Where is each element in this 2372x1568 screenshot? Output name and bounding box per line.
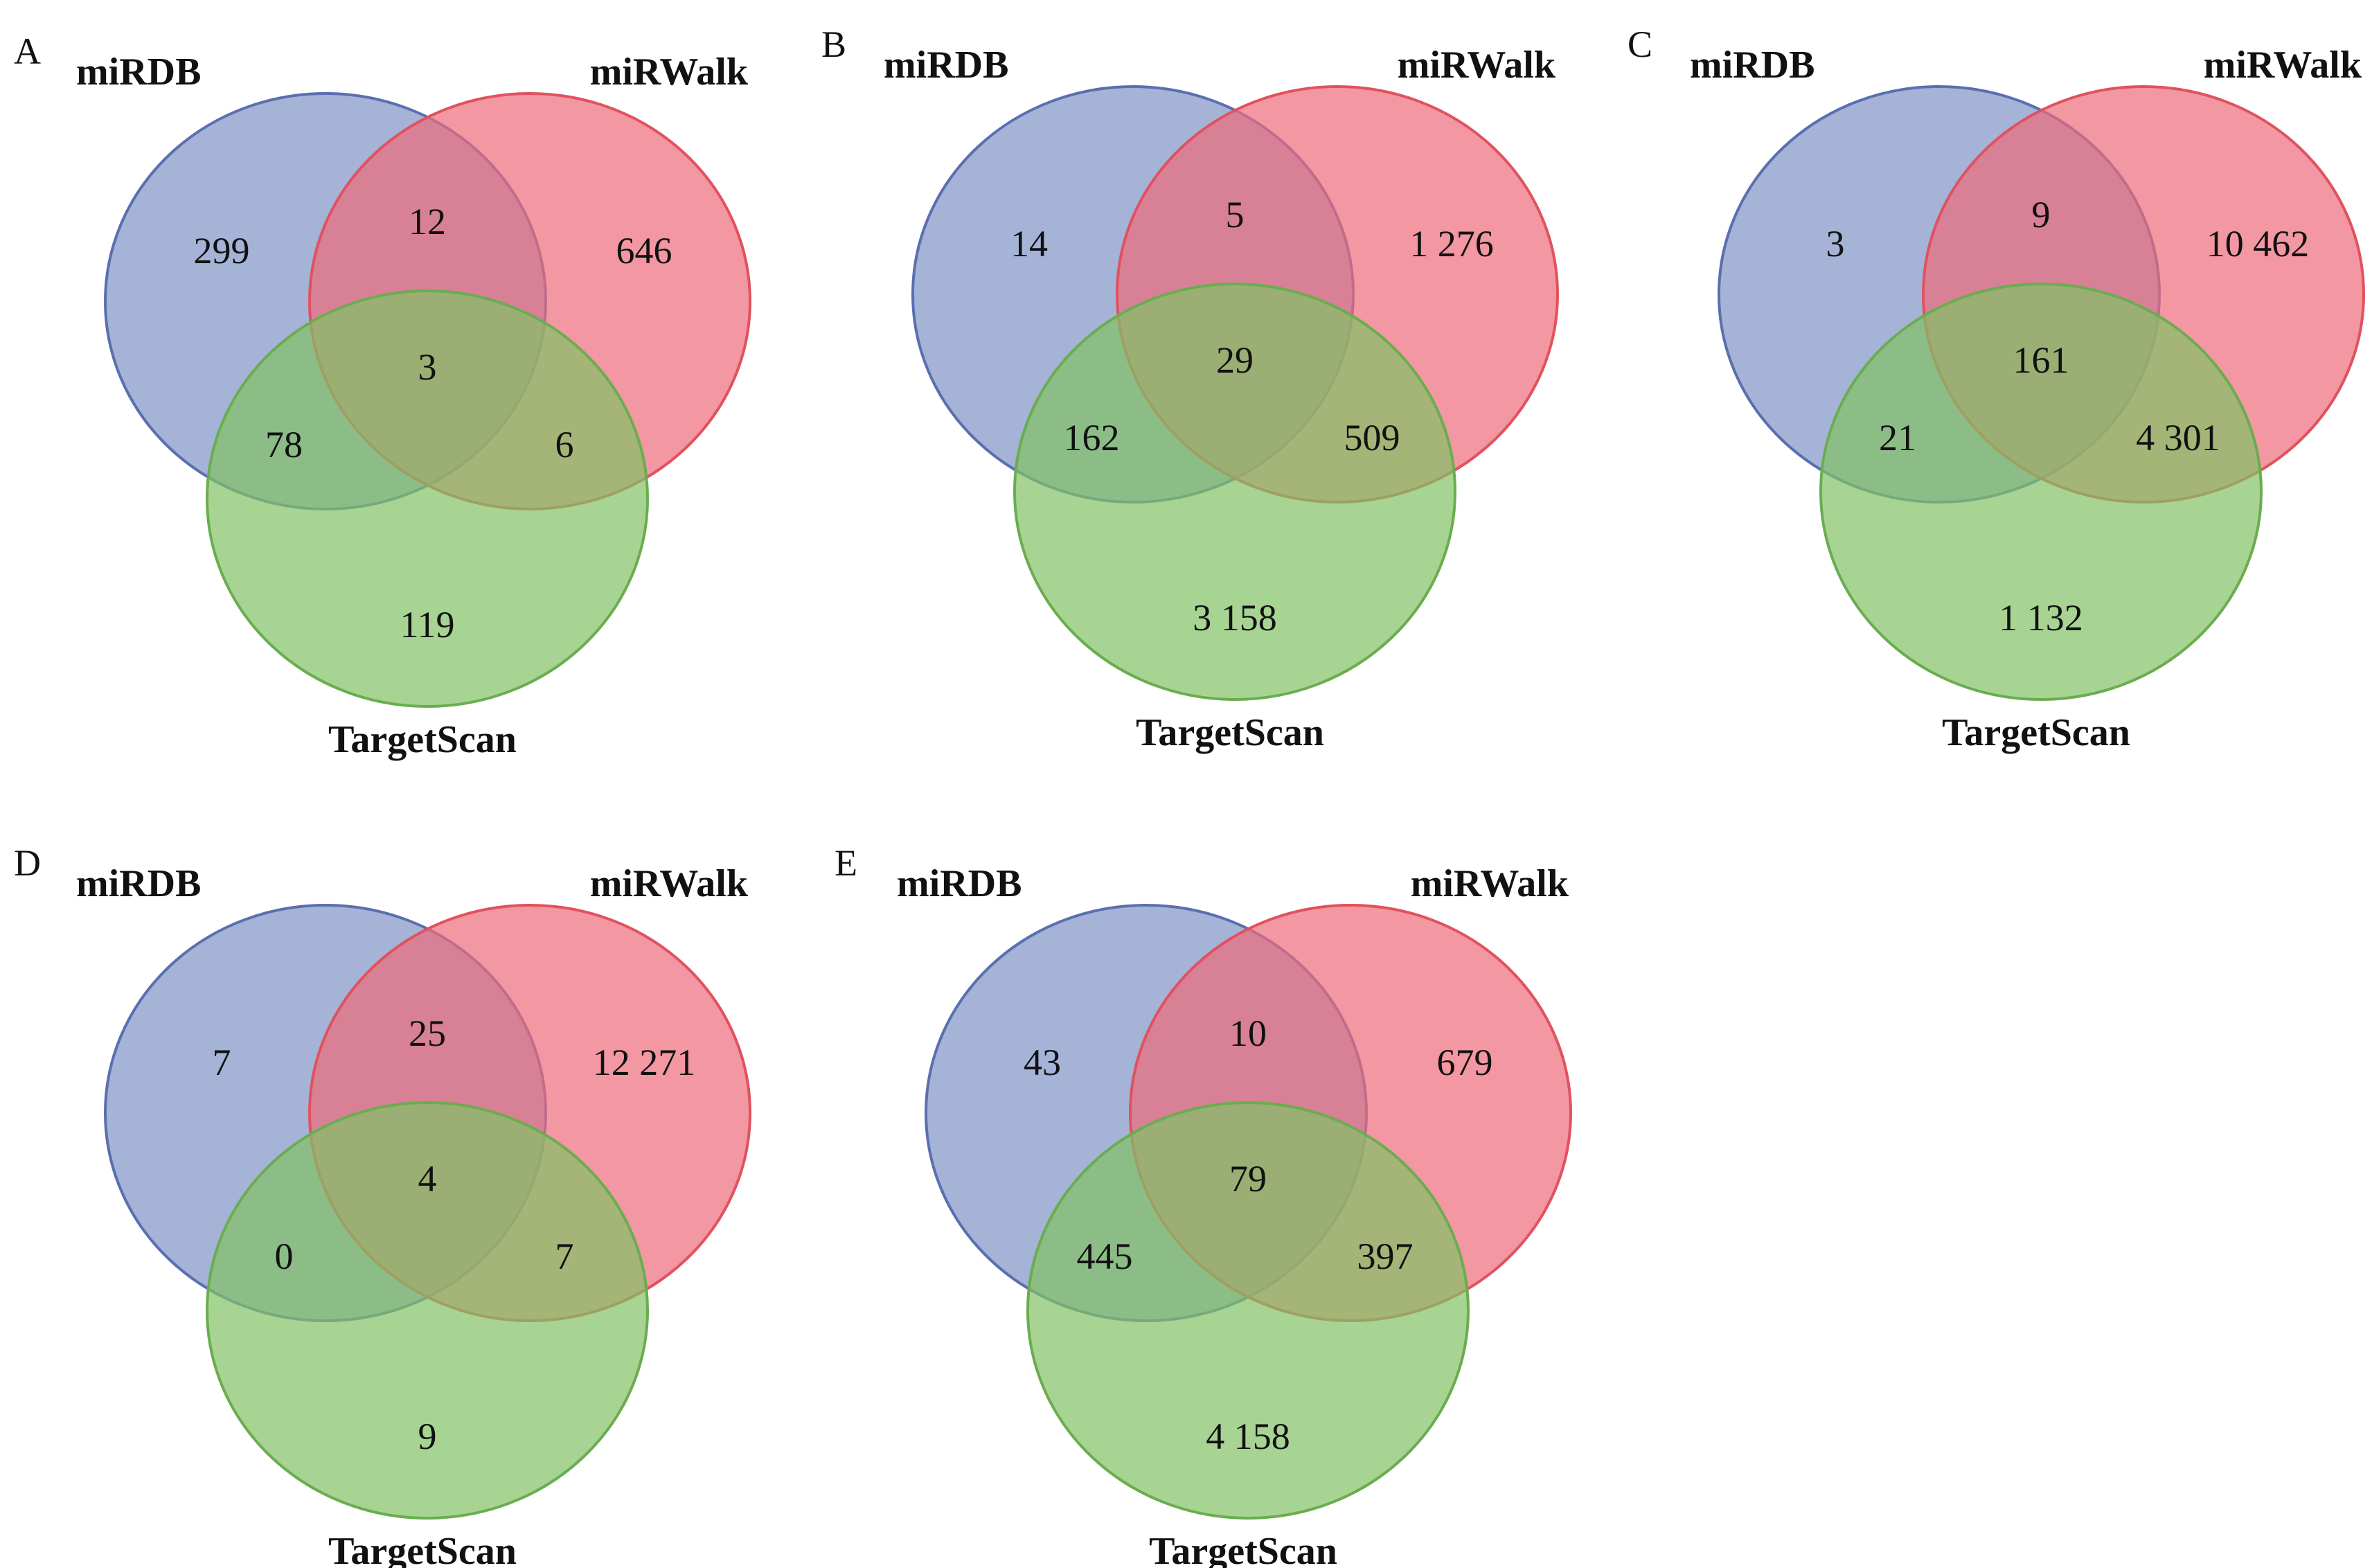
count-mirwalk-targetscan: 509 bbox=[1344, 417, 1400, 458]
count-mirwalk-only: 1 276 bbox=[1409, 223, 1494, 265]
count-mirwalk-targetscan: 7 bbox=[555, 1236, 574, 1277]
count-mirwalk-only: 646 bbox=[616, 230, 672, 271]
mirwalk-label: miRWalk bbox=[590, 862, 749, 905]
count-mirwalk-targetscan: 6 bbox=[555, 424, 574, 465]
count-mirdb-only: 7 bbox=[213, 1042, 231, 1083]
targetscan-label: TargetScan bbox=[1149, 1530, 1337, 1568]
count-all-three: 161 bbox=[2013, 339, 2069, 381]
panel-letter: D bbox=[14, 842, 41, 884]
count-mirdb-mirwalk: 25 bbox=[409, 1013, 446, 1054]
panel-letter: C bbox=[1628, 24, 1652, 65]
count-mirdb-targetscan: 78 bbox=[265, 424, 303, 465]
count-mirdb-mirwalk: 9 bbox=[2032, 194, 2051, 235]
count-mirdb-targetscan: 162 bbox=[1064, 417, 1120, 458]
count-all-three: 29 bbox=[1216, 339, 1254, 381]
count-mirwalk-targetscan: 4 301 bbox=[2136, 417, 2220, 458]
count-all-three: 3 bbox=[418, 346, 437, 388]
count-targetscan-only: 119 bbox=[400, 604, 455, 645]
count-targetscan-only: 3 158 bbox=[1193, 597, 1277, 639]
panel-letter: A bbox=[14, 30, 41, 72]
count-mirdb-targetscan: 445 bbox=[1077, 1236, 1133, 1277]
count-mirdb-mirwalk: 5 bbox=[1226, 194, 1245, 235]
count-mirwalk-only: 12 271 bbox=[593, 1042, 696, 1083]
targetscan-set-circle bbox=[1026, 1101, 1470, 1520]
mirdb-label: miRDB bbox=[76, 51, 201, 93]
targetscan-set-circle bbox=[1013, 283, 1456, 701]
mirwalk-label: miRWalk bbox=[1398, 44, 1556, 87]
targetscan-set-circle bbox=[206, 289, 649, 708]
count-mirwalk-only: 679 bbox=[1437, 1042, 1493, 1083]
mirwalk-label: miRWalk bbox=[590, 51, 749, 93]
targetscan-label: TargetScan bbox=[328, 1530, 517, 1568]
mirdb-label: miRDB bbox=[1690, 44, 1814, 87]
count-mirdb-only: 14 bbox=[1010, 223, 1048, 265]
panel-letter: E bbox=[835, 842, 857, 884]
targetscan-set-circle bbox=[1819, 283, 2263, 701]
count-mirdb-targetscan: 0 bbox=[275, 1236, 294, 1277]
count-mirwalk-targetscan: 397 bbox=[1357, 1236, 1414, 1277]
count-mirdb-targetscan: 21 bbox=[1879, 417, 1916, 458]
count-targetscan-only: 4 158 bbox=[1206, 1416, 1290, 1457]
targetscan-label: TargetScan bbox=[1942, 711, 2130, 754]
count-all-three: 79 bbox=[1229, 1158, 1267, 1200]
count-mirdb-mirwalk: 12 bbox=[409, 201, 446, 242]
targetscan-set-circle bbox=[206, 1101, 649, 1520]
targetscan-label: TargetScan bbox=[1136, 711, 1324, 754]
count-mirdb-only: 43 bbox=[1024, 1042, 1061, 1083]
count-targetscan-only: 9 bbox=[418, 1416, 437, 1457]
count-mirdb-only: 299 bbox=[194, 230, 250, 271]
count-mirdb-only: 3 bbox=[1826, 223, 1845, 265]
count-mirwalk-only: 10 462 bbox=[2206, 223, 2310, 265]
targetscan-label: TargetScan bbox=[328, 718, 517, 761]
count-all-three: 4 bbox=[418, 1158, 437, 1200]
mirdb-label: miRDB bbox=[884, 44, 1008, 87]
mirwalk-label: miRWalk bbox=[1411, 862, 1569, 905]
mirdb-label: miRDB bbox=[897, 862, 1022, 905]
mirdb-label: miRDB bbox=[76, 862, 201, 905]
panel-letter: B bbox=[821, 24, 846, 65]
mirwalk-label: miRWalk bbox=[2204, 44, 2362, 87]
count-mirdb-mirwalk: 10 bbox=[1229, 1013, 1267, 1054]
count-targetscan-only: 1 132 bbox=[1999, 597, 2083, 639]
